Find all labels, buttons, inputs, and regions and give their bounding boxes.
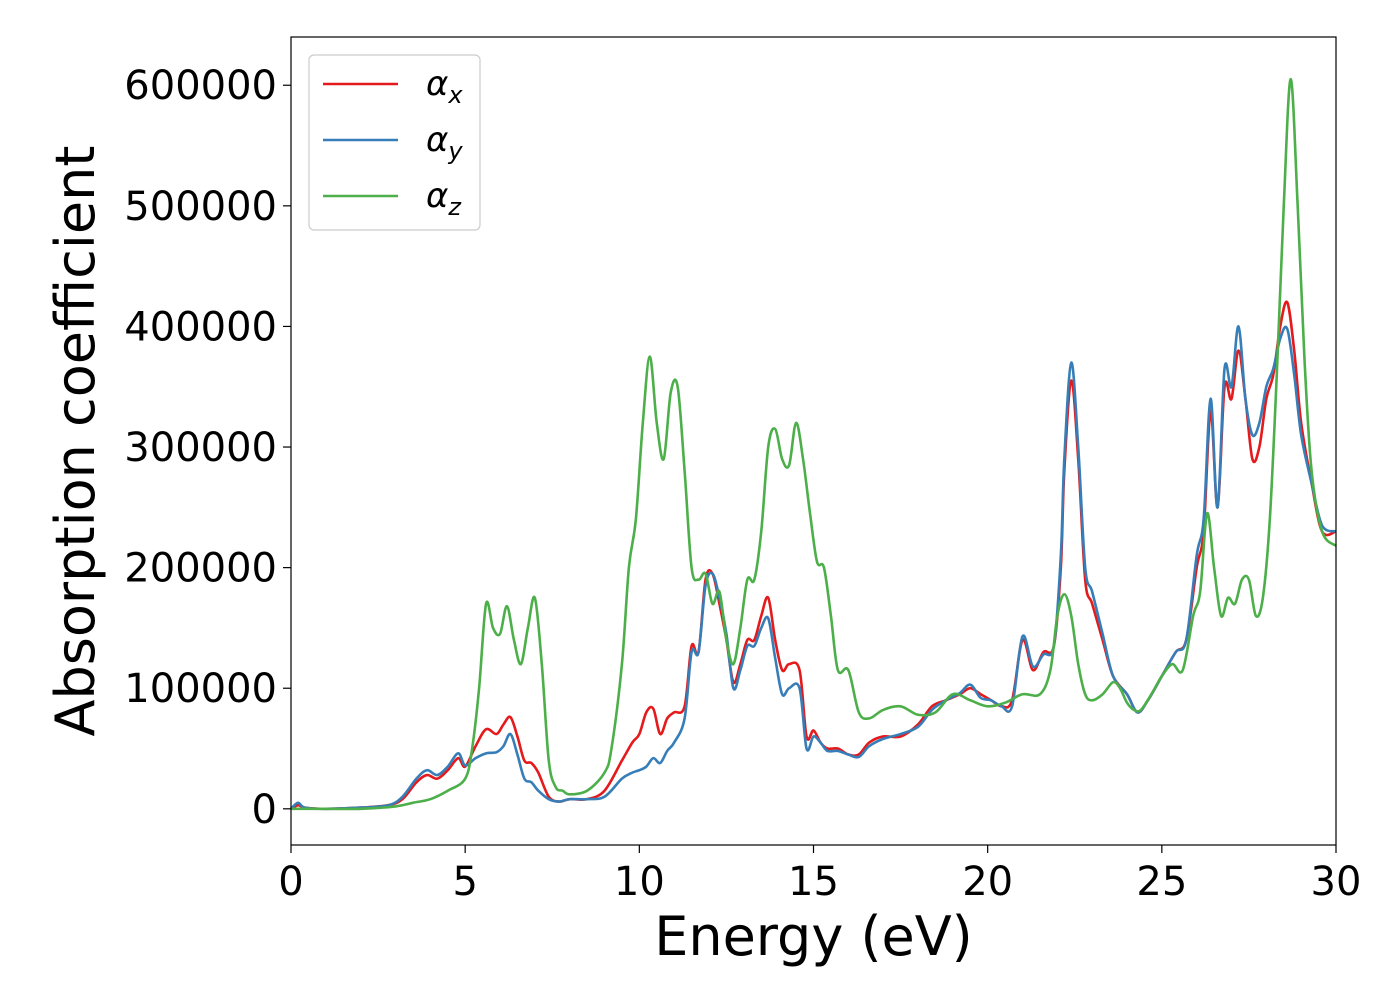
legend-label-y: αy xyxy=(426,120,463,165)
x-tick-label: 15 xyxy=(788,859,839,905)
x-tick-label: 20 xyxy=(962,859,1013,905)
y-tick-label: 300000 xyxy=(124,425,277,471)
x-tick-label: 0 xyxy=(278,859,303,905)
legend-label-x: αx xyxy=(426,64,463,109)
series-line-y xyxy=(290,325,1337,811)
series-lines xyxy=(290,77,1337,811)
y-axis-label: Absorption coefficient xyxy=(44,146,107,737)
x-tick-label: 25 xyxy=(1136,859,1187,905)
legend-box xyxy=(308,54,481,231)
x-tick-label: 5 xyxy=(452,859,477,905)
legend-label-z: αz xyxy=(426,176,462,221)
y-tick-label: 100000 xyxy=(124,666,277,712)
legend: αx αy αz xyxy=(308,54,481,231)
x-tick-label: 30 xyxy=(1311,859,1362,905)
y-tick-label: 500000 xyxy=(124,184,277,230)
x-axis-ticks: 0 5 10 15 20 25 30 xyxy=(278,845,1361,905)
y-tick-label: 400000 xyxy=(124,304,277,350)
x-axis-label: Energy (eV) xyxy=(654,905,973,968)
y-tick-label: 600000 xyxy=(124,63,277,109)
y-tick-label: 200000 xyxy=(124,546,277,592)
y-axis-ticks: 0 100000 200000 300000 400000 500000 600000 xyxy=(124,63,291,833)
x-tick-label: 10 xyxy=(614,859,665,905)
y-tick-label: 0 xyxy=(252,787,277,833)
series-line-z xyxy=(291,77,1337,811)
